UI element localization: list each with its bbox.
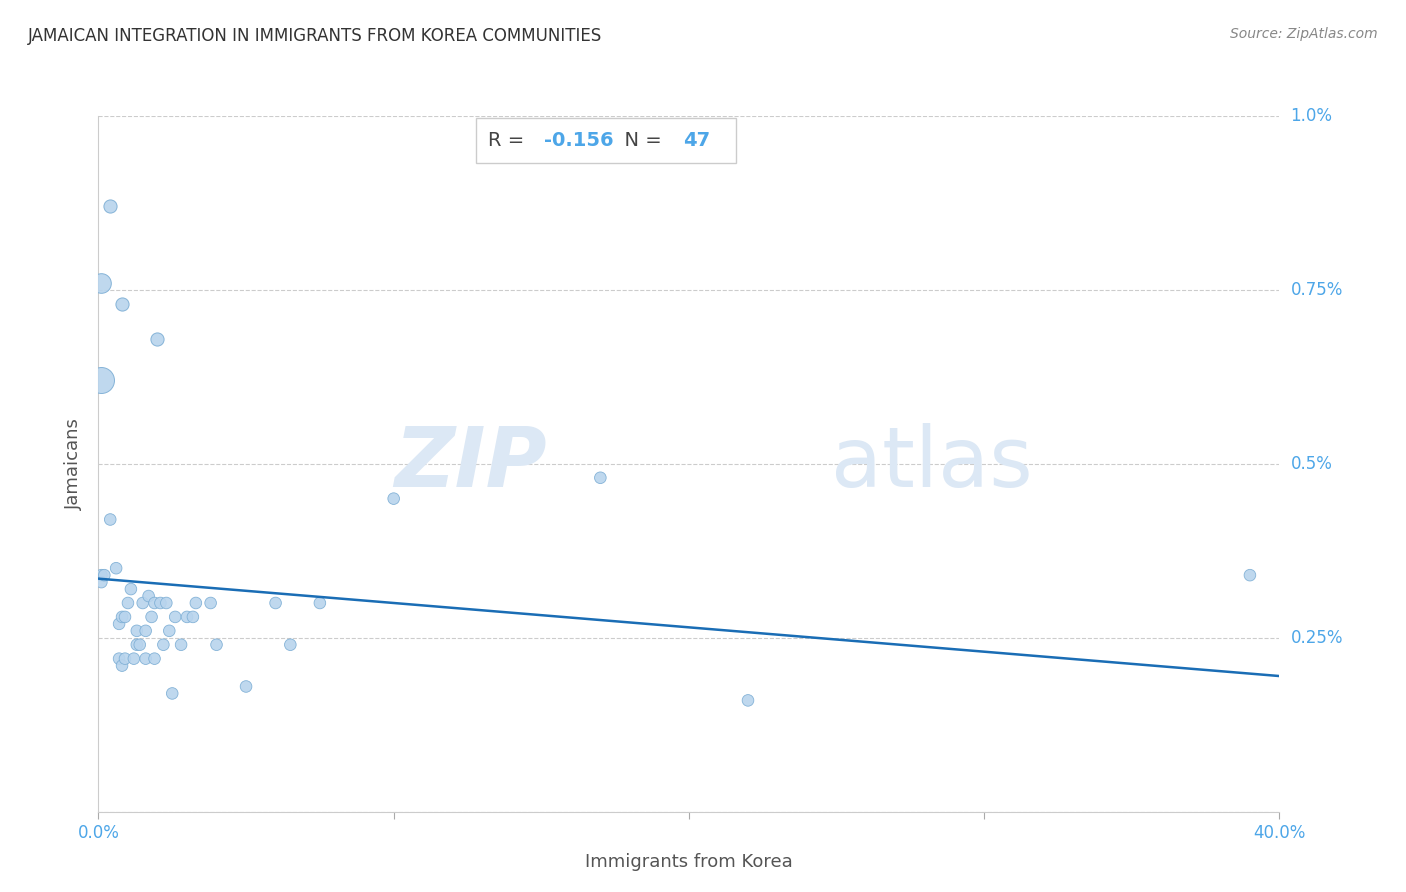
Point [155,596,177,610]
Point [135,651,157,665]
Point [125,624,148,638]
Text: -0.156: -0.156 [544,131,613,150]
Point [149,596,172,610]
Point [98,512,121,526]
Point [157,624,180,638]
Point [184,596,207,610]
Text: N =: N = [612,131,668,150]
Point [98,199,121,213]
Point [176,610,198,624]
Point [111,610,134,624]
Point [165,610,187,624]
Text: 0.5%: 0.5% [1291,455,1333,473]
Point [120,582,142,596]
Point [1239,568,1261,582]
Text: Source: ZipAtlas.com: Source: ZipAtlas.com [1230,27,1378,41]
Point [132,596,155,610]
Text: 0.25%: 0.25% [1291,629,1343,647]
Point [125,638,148,652]
Text: R =: R = [488,131,530,150]
Point [90,568,112,582]
Text: 0.75%: 0.75% [1291,281,1343,299]
Point [114,610,136,624]
Text: ZIP: ZIP [395,424,547,504]
Point [105,561,128,575]
Point [128,638,150,652]
Point [162,686,183,700]
Text: 47: 47 [683,131,710,150]
Text: JAMAICAN INTEGRATION IN IMMIGRANTS FROM KOREA COMMUNITIES: JAMAICAN INTEGRATION IN IMMIGRANTS FROM … [28,27,602,45]
Point [138,589,160,603]
Point [200,596,222,610]
Point [117,596,139,610]
Text: atlas: atlas [831,424,1032,504]
Point [90,276,112,290]
Point [382,491,405,506]
FancyBboxPatch shape [477,118,737,163]
Point [152,638,174,652]
Point [309,596,332,610]
Point [205,638,228,652]
Point [108,651,131,665]
Point [90,373,112,387]
Point [589,471,612,485]
Text: 1.0%: 1.0% [1291,107,1333,125]
Point [93,568,115,582]
Point [143,596,166,610]
Point [141,610,163,624]
Point [114,651,136,665]
Point [111,297,134,311]
Point [264,596,287,610]
Point [90,575,112,590]
Y-axis label: Jamaicans: Jamaicans [65,418,83,509]
Point [108,616,131,631]
Point [181,610,204,624]
Point [146,332,169,346]
Point [737,693,759,707]
Point [122,651,145,665]
Point [111,658,134,673]
X-axis label: Immigrants from Korea: Immigrants from Korea [585,853,793,871]
Point [235,680,257,694]
Point [170,638,193,652]
Point [278,638,302,652]
Point [143,651,166,665]
Point [135,624,157,638]
